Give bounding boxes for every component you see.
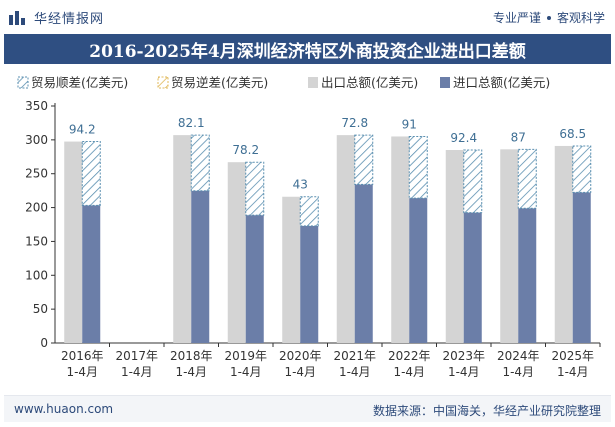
export-bar	[64, 141, 83, 343]
export-bar	[227, 162, 246, 343]
y-tick-label: 150	[25, 234, 48, 248]
tagline-left: 专业严谨	[492, 11, 541, 25]
legend-label-deficit: 贸易逆差(亿美元)	[171, 75, 268, 90]
surplus-bar	[572, 145, 592, 193]
brand-name: 华经情报网	[34, 11, 105, 27]
chart-title: 2016-2025年4月深圳经济特区外商投资企业进出口差额	[89, 41, 526, 62]
surplus-bar	[354, 134, 374, 185]
import-bar	[518, 208, 537, 343]
legend-label-export: 出口总额(亿美元)	[321, 75, 418, 90]
export-bar	[391, 136, 410, 343]
tagline-separator	[546, 15, 551, 20]
data-label: 91	[402, 117, 417, 131]
x-tick-label-line2: 1-4月	[557, 365, 589, 379]
import-bar	[409, 198, 428, 343]
surplus-bar	[517, 148, 537, 209]
legend-swatch-export	[308, 77, 318, 88]
y-tick-label: 250	[25, 167, 48, 181]
y-tick-label: 50	[33, 302, 48, 316]
surplus-bar	[463, 149, 483, 214]
legend-item-surplus: 贸易顺差(亿美元)	[17, 75, 128, 90]
x-tick-label: 2025年	[551, 349, 594, 363]
chart-svg: 贸易顺差(亿美元) 贸易逆差(亿美元) 出口总额(亿美元) 进口总额(亿美元) 0 50…	[17, 75, 601, 379]
x-tick-label-line2: 1-4月	[66, 365, 98, 379]
footer-url[interactable]: www.huaon.com	[14, 402, 114, 416]
import-bar	[354, 184, 373, 343]
y-tick-label: 350	[25, 99, 48, 113]
legend-item-import: 进口总额(亿美元)	[440, 75, 550, 90]
x-tick-label-line2: 1-4月	[284, 365, 316, 379]
bars	[64, 134, 592, 343]
x-tick-label: 2022年	[388, 349, 431, 363]
footer: www.huaon.com 数据来源：中国海关，华经产业研究院整理	[4, 395, 611, 422]
chart-area: 贸易顺差(亿美元) 贸易逆差(亿美元) 出口总额(亿美元) 进口总额(亿美元) 0 50…	[0, 66, 615, 390]
x-tick-label-line2: 1-4月	[121, 365, 153, 379]
surplus-bar	[245, 161, 265, 216]
data-label: 68.5	[559, 127, 586, 141]
y-tick-label: 100	[25, 268, 48, 282]
data-label: 82.1	[178, 116, 205, 130]
import-bar	[300, 225, 319, 343]
data-label: 94.2	[69, 123, 96, 137]
export-bar	[445, 150, 464, 343]
legend-item-deficit: 贸易逆差(亿美元)	[157, 75, 268, 90]
y-tick-label: 0	[40, 336, 48, 350]
x-tick-label-line2: 1-4月	[339, 365, 371, 379]
x-tick-label: 2017年	[115, 349, 158, 363]
surplus-bar	[190, 134, 210, 192]
import-bar	[463, 212, 482, 343]
data-label: 78.2	[232, 143, 259, 157]
x-tick-label: 2019年	[224, 349, 267, 363]
surplus-bar	[81, 141, 101, 206]
tagline-right: 客观科学	[556, 11, 605, 25]
legend-label-import: 进口总额(亿美元)	[453, 75, 550, 90]
legend-swatch-surplus	[17, 76, 29, 89]
import-bar	[191, 190, 210, 343]
import-bar	[572, 192, 591, 343]
title-bar: 2016-2025年4月深圳经济特区外商投资企业进出口差额	[4, 34, 611, 64]
export-bar	[500, 149, 519, 343]
x-tick-label: 2023年	[442, 349, 485, 363]
x-tick-label: 2016年	[61, 349, 104, 363]
legend-swatch-import	[440, 77, 450, 88]
legend: 贸易顺差(亿美元) 贸易逆差(亿美元) 出口总额(亿美元) 进口总额(亿美元)	[17, 75, 550, 90]
y-tick-label: 300	[25, 133, 48, 147]
x-tick-label-line2: 1-4月	[448, 365, 480, 379]
export-bar	[173, 135, 192, 343]
x-tick-label-line2: 1-4月	[175, 365, 207, 379]
bar-chart-logo-icon	[9, 11, 25, 25]
x-tick-label: 2024年	[497, 349, 540, 363]
x-tick-label-line2: 1-4月	[230, 365, 262, 379]
x-tick-label: 2020年	[279, 349, 322, 363]
axes: 0 50 100 150 200 250 300 350	[25, 99, 600, 350]
x-tick-labels: 2016年 1-4月 2017年 1-4月 2018年 1-4月 2019年 1-4月 2020…	[61, 343, 601, 379]
export-bar	[336, 135, 355, 343]
import-bar	[245, 215, 264, 343]
legend-item-export: 出口总额(亿美元)	[308, 75, 418, 90]
x-tick-label-line2: 1-4月	[393, 365, 425, 379]
footer-source: 数据来源：中国海关，华经产业研究院整理	[372, 404, 601, 418]
export-bar	[554, 145, 573, 343]
data-label: 87	[511, 130, 526, 144]
x-tick-label-line2: 1-4月	[502, 365, 534, 379]
export-bar	[282, 196, 301, 343]
data-labels: 94.2 82.1 78.2 43 72.8 91 92.4 87 68.5	[69, 116, 586, 192]
brand[interactable]: 华经情报网	[8, 8, 105, 27]
data-label: 43	[293, 178, 308, 192]
legend-label-surplus: 贸易顺差(亿美元)	[31, 75, 128, 90]
data-label: 92.4	[450, 131, 477, 145]
top-bar: 华经情报网 专业严谨 客观科学	[0, 0, 615, 34]
surplus-bar	[299, 196, 319, 227]
x-tick-label: 2018年	[170, 349, 213, 363]
data-label: 72.8	[341, 116, 368, 130]
y-tick-label: 200	[25, 201, 48, 215]
tagline: 专业严谨 客观科学	[493, 9, 605, 26]
surplus-bar	[408, 135, 428, 199]
x-tick-label: 2021年	[333, 349, 376, 363]
import-bar	[82, 205, 101, 343]
legend-swatch-deficit	[157, 76, 169, 89]
